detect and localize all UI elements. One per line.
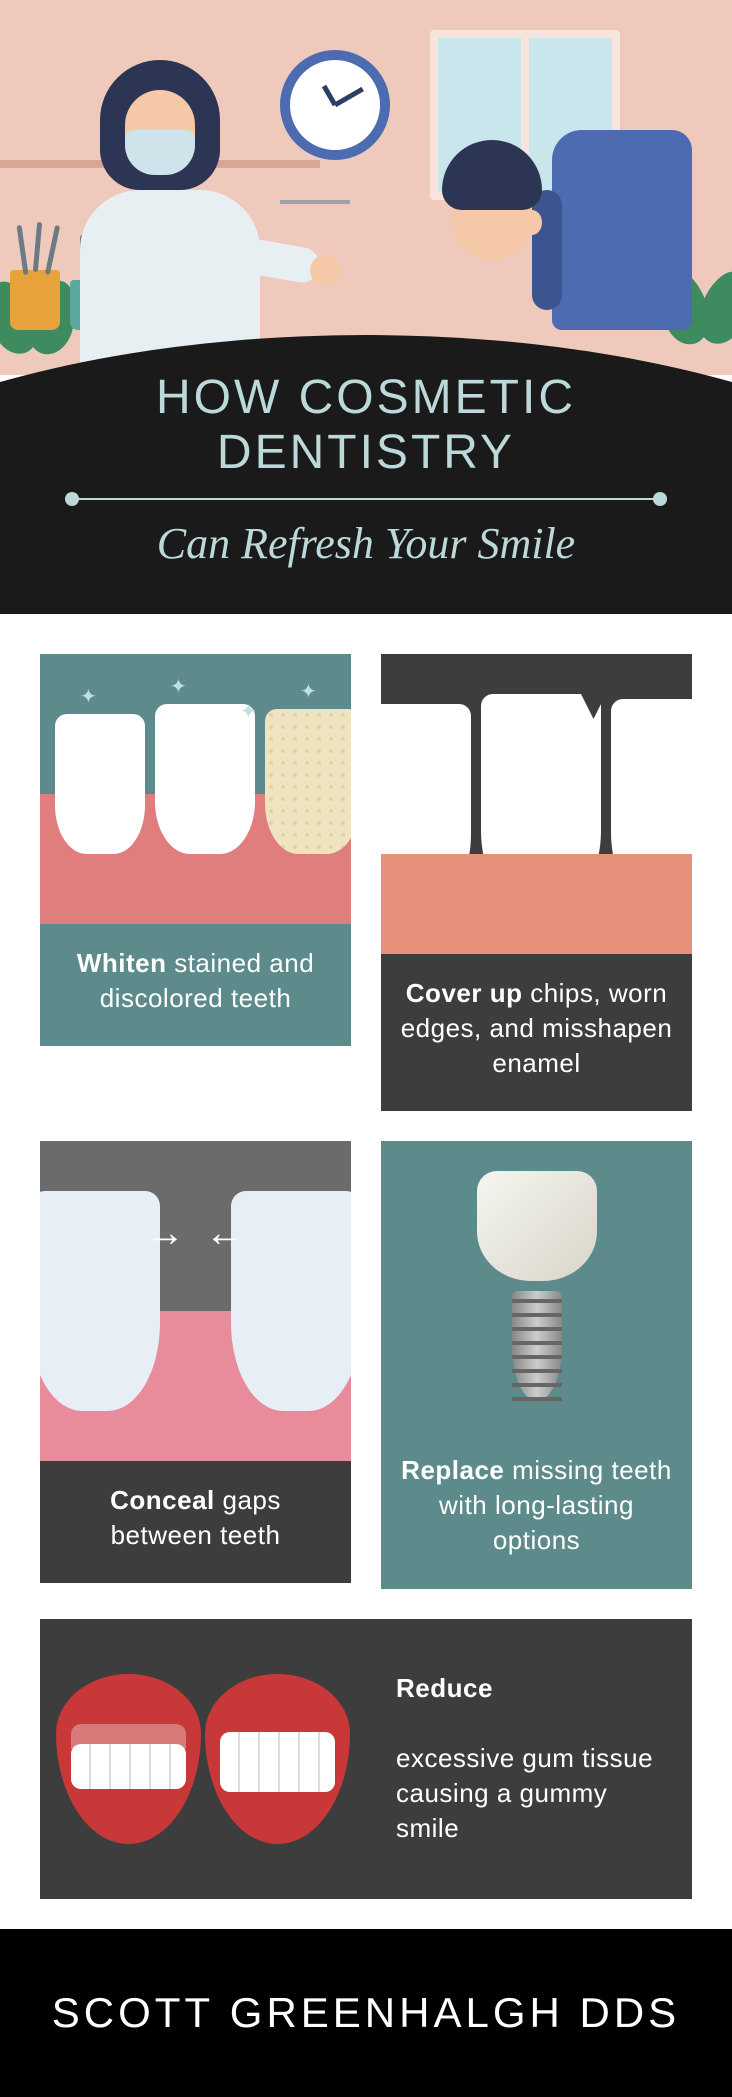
whiten-illustration: ✦ ✦ ✦ ✦: [40, 654, 351, 924]
sparkle-icon: ✦: [170, 674, 187, 699]
footer: SCOTT GREENHALGH DDS: [0, 1929, 732, 2097]
sparkle-icon: ✦: [80, 684, 97, 709]
footer-first: SCOTT: [52, 1989, 214, 2036]
tool-cup: [10, 270, 60, 330]
teeth-icon: [220, 1732, 335, 1792]
clock-icon: [280, 50, 390, 160]
sparkle-icon: ✦: [240, 699, 257, 724]
card-replace: Replace missing teeth with long-lasting …: [381, 1141, 692, 1588]
tooth-stained-icon: [265, 709, 351, 854]
dental-probe-icon: [280, 200, 350, 204]
replace-bold: Replace: [401, 1455, 504, 1485]
card-whiten: ✦ ✦ ✦ ✦ Whiten stained and discolored te…: [40, 654, 351, 1111]
gums-icon: [381, 854, 692, 954]
divider-icon: [72, 498, 660, 500]
main-title: HOW COSMETIC DENTISTRY: [20, 370, 712, 480]
cover-caption: Cover up chips, worn edges, and misshape…: [381, 954, 692, 1111]
dentist-hand: [310, 255, 340, 285]
footer-suffix: DDS: [580, 1989, 681, 2036]
normal-smile-icon: [205, 1674, 350, 1844]
cover-illustration: [381, 654, 692, 954]
implant-screw-icon: [512, 1291, 562, 1401]
subtitle: Can Refresh Your Smile: [20, 518, 712, 569]
infographic-container: HOW COSMETIC DENTISTRY Can Refresh Your …: [0, 0, 732, 2097]
card-reduce: Reduce excessive gum tissue causing a gu…: [40, 1619, 692, 1899]
footer-last: GREENHALGH: [230, 1989, 564, 2036]
whiten-bold: Whiten: [77, 948, 167, 978]
reduce-caption: Reduce excessive gum tissue causing a gu…: [366, 1619, 692, 1899]
patient: [422, 140, 572, 290]
tooth-icon: [231, 1191, 351, 1411]
reduce-rest: excessive gum tissue causing a gummy smi…: [396, 1741, 662, 1846]
dental-chair: [552, 130, 692, 330]
sparkle-icon: ✦: [300, 679, 317, 704]
dentist: [60, 60, 280, 320]
tooth-clean-icon: [55, 714, 145, 854]
replace-illustration: [381, 1141, 692, 1431]
card-cover: Cover up chips, worn edges, and misshape…: [381, 654, 692, 1111]
patient-hair: [442, 140, 542, 210]
cover-bold: Cover up: [406, 978, 523, 1008]
hero-illustration: [0, 0, 732, 375]
replace-caption: Replace missing teeth with long-lasting …: [381, 1431, 692, 1588]
title-banner: HOW COSMETIC DENTISTRY Can Refresh Your …: [0, 335, 732, 614]
conceal-illustration: → ←: [40, 1141, 351, 1461]
card-conceal: → ← Conceal gaps between teeth: [40, 1141, 351, 1588]
tooth-icon: [40, 1191, 160, 1411]
implant-crown-icon: [477, 1171, 597, 1281]
gummy-smile-icon: [56, 1674, 201, 1844]
arrow-right-icon: →: [145, 1211, 185, 1256]
teeth-icon: [71, 1744, 186, 1789]
reduce-illustration: [40, 1619, 366, 1899]
reduce-bold: Reduce: [396, 1671, 662, 1706]
conceal-bold: Conceal: [110, 1485, 215, 1515]
arrow-left-icon: ←: [205, 1211, 245, 1256]
implant-icon: [477, 1171, 597, 1401]
tooth-clean-icon: [155, 704, 255, 854]
conceal-caption: Conceal gaps between teeth: [40, 1461, 351, 1583]
cards-grid: ✦ ✦ ✦ ✦ Whiten stained and discolored te…: [0, 614, 732, 1929]
whiten-caption: Whiten stained and discolored teeth: [40, 924, 351, 1046]
patient-ear: [522, 210, 542, 235]
